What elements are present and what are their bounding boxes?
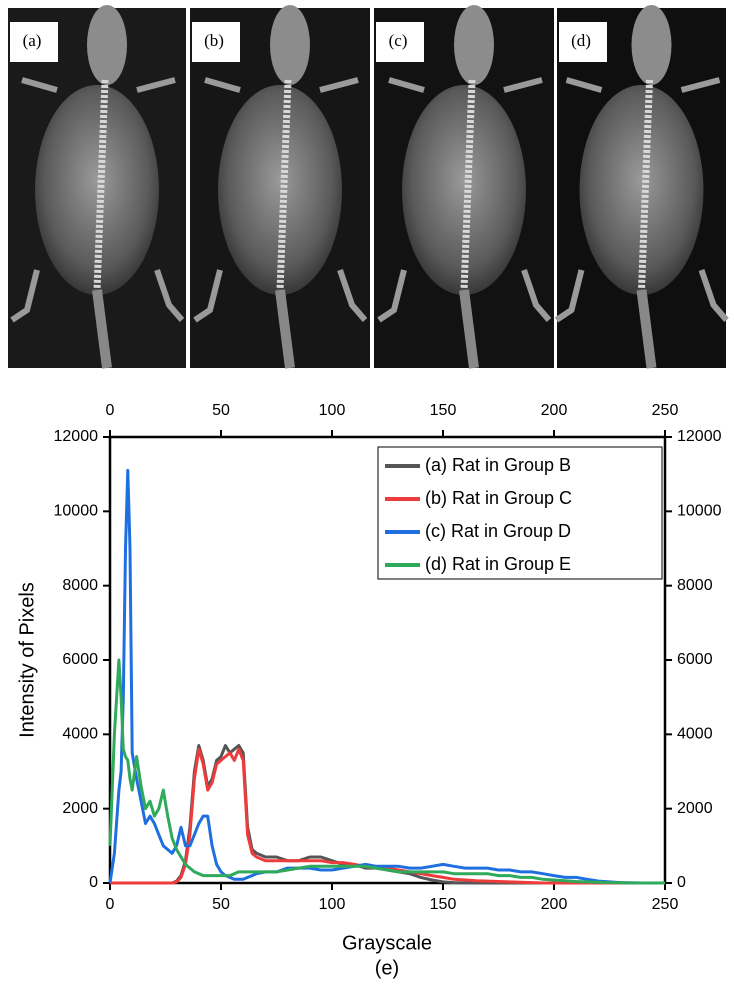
x-tick-label: 50 — [212, 896, 230, 913]
y-tick-label: 10000 — [54, 503, 99, 520]
x-tick-label-top: 100 — [319, 402, 346, 419]
series-line — [110, 744, 665, 885]
rat-legs — [554, 77, 729, 323]
x-tick-label: 250 — [652, 896, 679, 913]
x-tick-label: 150 — [430, 896, 457, 913]
y-tick-label: 6000 — [62, 651, 98, 668]
rat-head — [270, 5, 310, 85]
y-tick-label-right: 6000 — [677, 651, 713, 668]
x-tick-label-top: 250 — [652, 402, 679, 419]
rat-body — [218, 85, 342, 295]
rat-spine — [460, 79, 476, 291]
legend-box — [377, 446, 663, 580]
lines — [108, 468, 665, 885]
series-line — [110, 747, 665, 885]
rat-spine — [276, 79, 292, 291]
x-axis-label: Grayscale — [342, 932, 432, 954]
x-tick-label: 100 — [319, 896, 346, 913]
rat-tail — [275, 289, 295, 369]
xray-panels: (a) (b) (c) (d) — [8, 5, 729, 369]
rat-body — [35, 85, 159, 295]
legend-label: (d) Rat in Group E — [425, 554, 571, 574]
panel-label-box — [376, 22, 424, 62]
panel-label: (b) — [204, 31, 224, 50]
rat-tail — [459, 289, 479, 369]
panel-label-box — [192, 22, 240, 62]
rat-spine — [638, 79, 653, 291]
series-line — [108, 658, 665, 885]
y-tick-label: 2000 — [62, 800, 98, 817]
rat-head — [454, 5, 494, 85]
panel-label: (a) — [23, 31, 42, 50]
rat-spine — [93, 79, 109, 291]
panel-label: (c) — [389, 31, 408, 50]
x-tick-label-top: 0 — [106, 402, 115, 419]
y-tick-label: 12000 — [54, 428, 99, 445]
y-tick-label: 8000 — [62, 577, 98, 594]
y-tick-label-right: 0 — [677, 874, 686, 891]
x-tick-label-top: 200 — [541, 402, 568, 419]
panel-label: (d) — [571, 31, 591, 50]
y-axis-label: Intensity of Pixels — [16, 582, 38, 738]
rat-head — [631, 5, 672, 85]
rat-body — [402, 85, 526, 295]
rat-body — [579, 85, 704, 295]
caption: (e) — [375, 957, 399, 979]
x-tick-label: 0 — [106, 896, 115, 913]
series-line — [108, 468, 665, 885]
rat-head — [87, 5, 127, 85]
y-tick-label-right: 8000 — [677, 577, 713, 594]
legend-label: (b) Rat in Group C — [425, 488, 572, 508]
legend-label: (a) Rat in Group B — [425, 455, 571, 475]
y-tick-label: 4000 — [62, 726, 98, 743]
panel-label-box — [559, 22, 607, 62]
rat-tail — [636, 289, 657, 369]
rat-legs — [193, 77, 368, 323]
legend-label: (c) Rat in Group D — [425, 521, 571, 541]
y-tick-label-right: 2000 — [677, 800, 713, 817]
y-tick-label-right: 4000 — [677, 726, 713, 743]
x-tick-label-top: 150 — [430, 402, 457, 419]
y-tick-label: 0 — [89, 874, 98, 891]
rat-legs — [377, 77, 552, 323]
y-tick-label-right: 12000 — [677, 428, 722, 445]
rat-tail — [92, 289, 112, 369]
y-tick-label-right: 10000 — [677, 503, 722, 520]
rat-legs — [10, 77, 185, 323]
legend: (a) Rat in Group B (b) Rat in Group C (c) … — [377, 446, 663, 580]
panel-label-box — [10, 22, 58, 62]
x-tick-label: 200 — [541, 896, 568, 913]
x-tick-label-top: 50 — [212, 402, 230, 419]
